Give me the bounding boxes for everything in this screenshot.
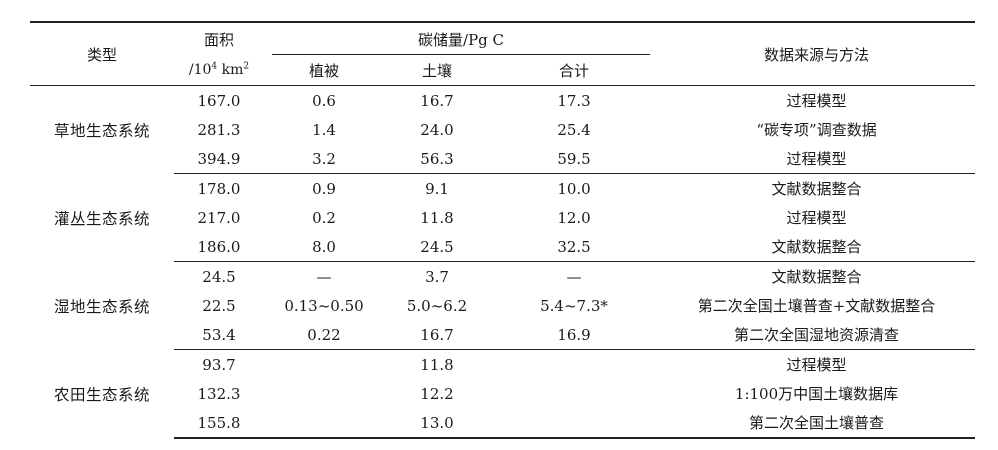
- cell-soil: 24.5: [384, 232, 490, 262]
- cell-vegetation: —: [316, 267, 332, 286]
- header-area: 面积: [174, 21, 264, 55]
- table-row: 草地生态系统 167.0 0.6 16.7 17.3 过程模型: [30, 86, 975, 140]
- table-row: 394.9 3.2 56.3 59.5 过程模型: [30, 144, 976, 174]
- cell-area: 167.0: [197, 91, 241, 110]
- cell-vegetation: 1.4: [312, 120, 336, 139]
- table-row: 灌丛生态系统 178.0 0.9 9.1 10.0 文献数据整合: [30, 174, 975, 228]
- cell-total: 25.4: [557, 120, 591, 139]
- category-label: 湿地生态系统: [53, 297, 150, 316]
- table-row: 22.5 0.13~0.50 5.0~6.2 5.4~7.3* 第二次全国土壤普…: [30, 291, 975, 320]
- group-wetland: 湿地生态系统 24.5 — 3.7 — 文献数据整合 22.5 0.13~0.5…: [30, 262, 976, 350]
- cell-soil: 13.0: [384, 408, 490, 439]
- cell-area: 53.4: [174, 320, 264, 350]
- cell-source: 过程模型: [658, 144, 976, 174]
- table-row: 53.4 0.22 16.7 16.9 第二次全国湿地资源清查: [30, 320, 976, 350]
- cell-area: 178.0: [197, 179, 241, 198]
- category-label: 灌丛生态系统: [53, 209, 150, 228]
- cell-soil: 16.7: [384, 320, 490, 350]
- cell-source: 过程模型: [786, 92, 847, 110]
- cell-vegetation: [264, 408, 384, 439]
- cell-total: 5.4~7.3*: [540, 296, 608, 315]
- cell-source: 第二次全国土壤普查+文献数据整合: [697, 297, 936, 315]
- cell-area: 394.9: [174, 144, 264, 174]
- cell-vegetation: 0.13~0.50: [284, 296, 364, 315]
- cell-vegetation: 0.2: [312, 208, 336, 227]
- table-row: 132.3 12.2 1:100万中国土壤数据库: [30, 379, 975, 408]
- cell-total: 59.5: [490, 144, 659, 174]
- cell-soil: 12.2: [420, 384, 454, 403]
- cell-vegetation: 0.6: [312, 91, 336, 110]
- cell-source: “碳专项”调查数据: [756, 121, 877, 139]
- cell-source: 过程模型: [786, 209, 847, 227]
- category-label: 农田生态系统: [53, 385, 150, 404]
- cell-total: 10.0: [557, 179, 591, 198]
- cell-soil: 11.8: [420, 208, 454, 227]
- cell-area: 93.7: [202, 355, 236, 374]
- header-total: 合计: [490, 55, 659, 86]
- cell-source: 1:100万中国土壤数据库: [734, 385, 899, 403]
- group-cropland: 农田生态系统 93.7 11.8 过程模型 132.3 12.2 1:100万中…: [30, 350, 976, 439]
- cell-area: 281.3: [197, 120, 241, 139]
- cell-vegetation: 0.22: [264, 320, 384, 350]
- cell-soil: 56.3: [384, 144, 490, 174]
- cell-source: 过程模型: [786, 356, 847, 374]
- table-row: 186.0 8.0 24.5 32.5 文献数据整合: [30, 232, 976, 262]
- cell-total: [490, 408, 659, 439]
- cell-area: 24.5: [202, 267, 236, 286]
- cell-soil: 5.0~6.2: [406, 296, 468, 315]
- cell-soil: 3.7: [425, 267, 449, 286]
- cell-total: —: [566, 267, 582, 286]
- header-carbon-label: 碳储量/Pg C: [418, 30, 505, 49]
- cell-vegetation: [264, 350, 384, 380]
- category-label: 草地生态系统: [53, 121, 150, 140]
- header-source: 数据来源与方法: [658, 21, 976, 86]
- cell-total: 32.5: [490, 232, 659, 262]
- header-soil: 土壤: [384, 55, 490, 86]
- group-grassland: 草地生态系统 167.0 0.6 16.7 17.3 过程模型 281.3 1.…: [30, 86, 976, 174]
- header-type: 类型: [30, 21, 174, 86]
- cell-source: 文献数据整合: [771, 180, 862, 198]
- cell-area: 22.5: [202, 296, 236, 315]
- table-row: 217.0 0.2 11.8 12.0 过程模型: [30, 203, 975, 232]
- cell-soil: 24.0: [420, 120, 454, 139]
- cell-vegetation: 0.9: [312, 179, 336, 198]
- table-row: 农田生态系统 93.7 11.8 过程模型: [30, 350, 975, 404]
- carbon-subheader-rule: [272, 54, 651, 55]
- cell-vegetation: [264, 379, 384, 408]
- cell-vegetation: 8.0: [264, 232, 384, 262]
- cell-total: 12.0: [557, 208, 591, 227]
- cell-area: 186.0: [174, 232, 264, 262]
- cell-area: 155.8: [174, 408, 264, 439]
- cell-total: [490, 379, 658, 408]
- cell-source: 第二次全国土壤普查: [658, 408, 976, 439]
- table-header: 类型 面积 碳储量/Pg C 数据来源与方法 /104 km2 植被 土壤 合计: [30, 21, 976, 86]
- group-shrubland: 灌丛生态系统 178.0 0.9 9.1 10.0 文献数据整合 217.0 0…: [30, 174, 976, 262]
- cell-total: [490, 350, 658, 380]
- cell-area: 132.3: [197, 384, 241, 403]
- table-row: 湿地生态系统 24.5 — 3.7 — 文献数据整合: [30, 262, 975, 316]
- table-row: 155.8 13.0 第二次全国土壤普查: [30, 408, 976, 439]
- cell-vegetation: 3.2: [264, 144, 384, 174]
- cell-soil: 11.8: [420, 355, 454, 374]
- cell-soil: 16.7: [420, 91, 454, 110]
- cell-total: 17.3: [557, 91, 591, 110]
- cell-area: 217.0: [197, 208, 241, 227]
- cell-source: 文献数据整合: [658, 232, 976, 262]
- header-vegetation: 植被: [264, 55, 384, 86]
- table-row: 281.3 1.4 24.0 25.4 “碳专项”调查数据: [30, 115, 975, 144]
- cell-source: 第二次全国湿地资源清查: [658, 320, 976, 350]
- cell-total: 16.9: [490, 320, 659, 350]
- header-area-unit: /104 km2: [174, 55, 264, 86]
- carbon-storage-table: 类型 面积 碳储量/Pg C 数据来源与方法 /104 km2 植被 土壤 合计…: [30, 21, 976, 439]
- cell-soil: 9.1: [425, 179, 449, 198]
- cell-source: 文献数据整合: [771, 268, 862, 286]
- header-carbon-storage: 碳储量/Pg C: [264, 21, 659, 55]
